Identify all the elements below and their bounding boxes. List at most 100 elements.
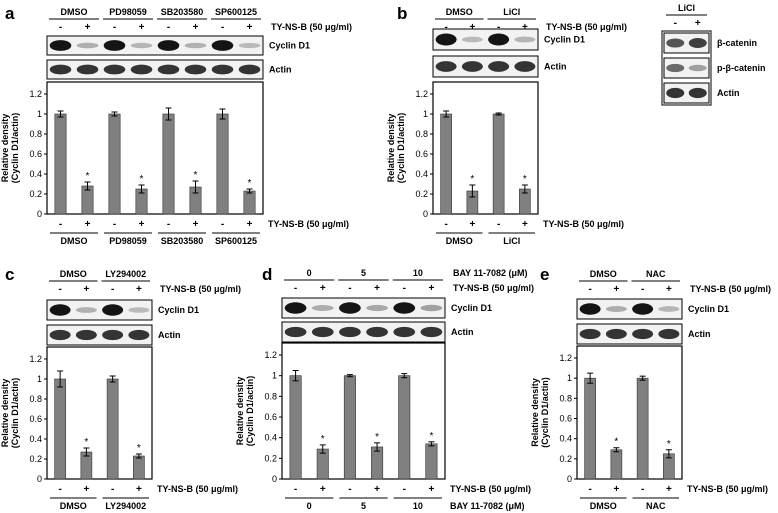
bar	[492, 113, 505, 215]
group-label: 10	[413, 501, 423, 511]
lane-sign: +	[666, 284, 672, 295]
blot-band	[103, 64, 126, 75]
blot-group-label: LiCl	[503, 7, 520, 17]
significance-marker: *	[375, 432, 379, 443]
blot-actin	[576, 323, 683, 345]
blot-actin	[46, 324, 153, 346]
blot-band	[514, 61, 536, 72]
y-tick-label: 0.8	[415, 129, 428, 139]
side-blot-label: Actin	[717, 88, 740, 98]
blot-band	[184, 64, 207, 75]
group-label: DMSO	[590, 501, 617, 511]
significance-marker: *	[614, 437, 618, 448]
y-tick-label: 0.4	[29, 434, 42, 444]
group-label: PD98059	[109, 236, 147, 246]
blot-band	[49, 329, 71, 341]
side-blot-strip	[663, 82, 710, 104]
y-tick-label: 0.8	[29, 129, 42, 139]
treatment-sign: +	[320, 484, 326, 495]
significance-marker: *	[194, 170, 198, 181]
blot-band	[666, 87, 685, 99]
bar	[108, 113, 121, 215]
significance-marker: *	[470, 174, 474, 185]
blot-actin	[46, 59, 264, 80]
blot-band	[49, 304, 71, 316]
blot-header-label: BAY 11-7082 (μM)	[453, 268, 528, 278]
blot-label-cyclin-d1: Cyclin D1	[269, 41, 310, 51]
y-axis-title: Relative density	[0, 114, 10, 183]
bar	[371, 446, 384, 480]
blot-actin	[281, 321, 446, 343]
blot-band	[632, 328, 654, 340]
blot-label-cyclin-d1: Cyclin D1	[688, 304, 729, 314]
blot-band	[284, 302, 307, 314]
y-tick-label: 1.2	[415, 89, 428, 99]
y-tick-label: 0	[37, 209, 42, 219]
y-tick-label: 0	[567, 474, 572, 484]
side-blot-strip	[663, 32, 710, 54]
blot-band	[157, 40, 180, 51]
bar	[610, 449, 623, 480]
treatment-label: TY-NS-B (50 μg/ml)	[687, 484, 768, 494]
group-label: SB203580	[161, 236, 204, 246]
y-tick-label: 0.2	[559, 454, 572, 464]
blot-band	[688, 64, 707, 72]
y-axis-title: Relative density	[530, 378, 540, 447]
treatment-sign: +	[136, 484, 142, 495]
blot-band	[128, 329, 150, 341]
bar	[162, 113, 175, 215]
y-tick-label: 0.4	[415, 169, 428, 179]
bar	[106, 378, 119, 480]
group-label: LY294002	[105, 501, 146, 511]
blot-group-label: SB203580	[161, 7, 204, 17]
plot-frame	[281, 342, 446, 480]
blot-band	[311, 304, 334, 312]
group-label: NAC	[646, 501, 666, 511]
blot-band	[605, 305, 627, 313]
side-blot-frame	[661, 30, 712, 106]
side-blot-label: β-catenin	[717, 38, 757, 48]
y-tick-label: 1.2	[264, 350, 277, 360]
blot-band	[75, 307, 97, 313]
blot-band	[130, 42, 153, 49]
treatment-label: TY-NS-B (50 μg/ml)	[543, 219, 624, 229]
blot-band	[130, 64, 153, 75]
treatment-sign: +	[666, 484, 672, 495]
y-tick-label: 1.2	[29, 89, 42, 99]
y-tick-label: 0.6	[559, 414, 572, 424]
lane-sign: +	[247, 22, 253, 33]
blot-band	[658, 306, 680, 312]
y-tick-label: 0.6	[29, 149, 42, 159]
y-tick-label: 0.2	[415, 189, 428, 199]
y-tick-label: 0.4	[264, 433, 277, 443]
y-tick-label: 1	[272, 371, 277, 381]
blot-band	[435, 61, 457, 72]
blot-group-label: NAC	[646, 269, 666, 279]
treatment-sign: -	[111, 484, 114, 495]
treatment-sign: +	[193, 219, 199, 230]
blot-treatment-label: TY-NS-B (50 μg/ml)	[271, 22, 352, 32]
lane-sign: +	[83, 284, 89, 295]
lane-sign: +	[136, 284, 142, 295]
y-tick-label: 0.8	[559, 393, 572, 403]
lane-sign: +	[469, 22, 475, 33]
lane-sign: +	[374, 283, 380, 294]
blot-band	[393, 302, 416, 314]
y-axis-title: (Cyclin D1/actin)	[10, 378, 20, 449]
panel-letter: b	[397, 4, 407, 23]
y-tick-label: 0	[423, 209, 428, 219]
blot-band	[75, 329, 97, 341]
lane-sign: -	[348, 283, 351, 294]
blot-cyclin-d1	[281, 297, 446, 319]
treatment-label: TY-NS-B (50 μg/ml)	[450, 484, 531, 494]
y-tick-label: 0.6	[264, 412, 277, 422]
treatment-sign: -	[59, 219, 62, 230]
lane-sign: +	[193, 22, 199, 33]
lane-sign: -	[59, 22, 62, 33]
significance-marker: *	[140, 174, 144, 185]
blot-group-label: DMSO	[446, 7, 473, 17]
blot-cyclin-d1	[432, 28, 539, 51]
y-tick-label: 0.2	[264, 453, 277, 463]
blot-group-label: DMSO	[590, 269, 617, 279]
